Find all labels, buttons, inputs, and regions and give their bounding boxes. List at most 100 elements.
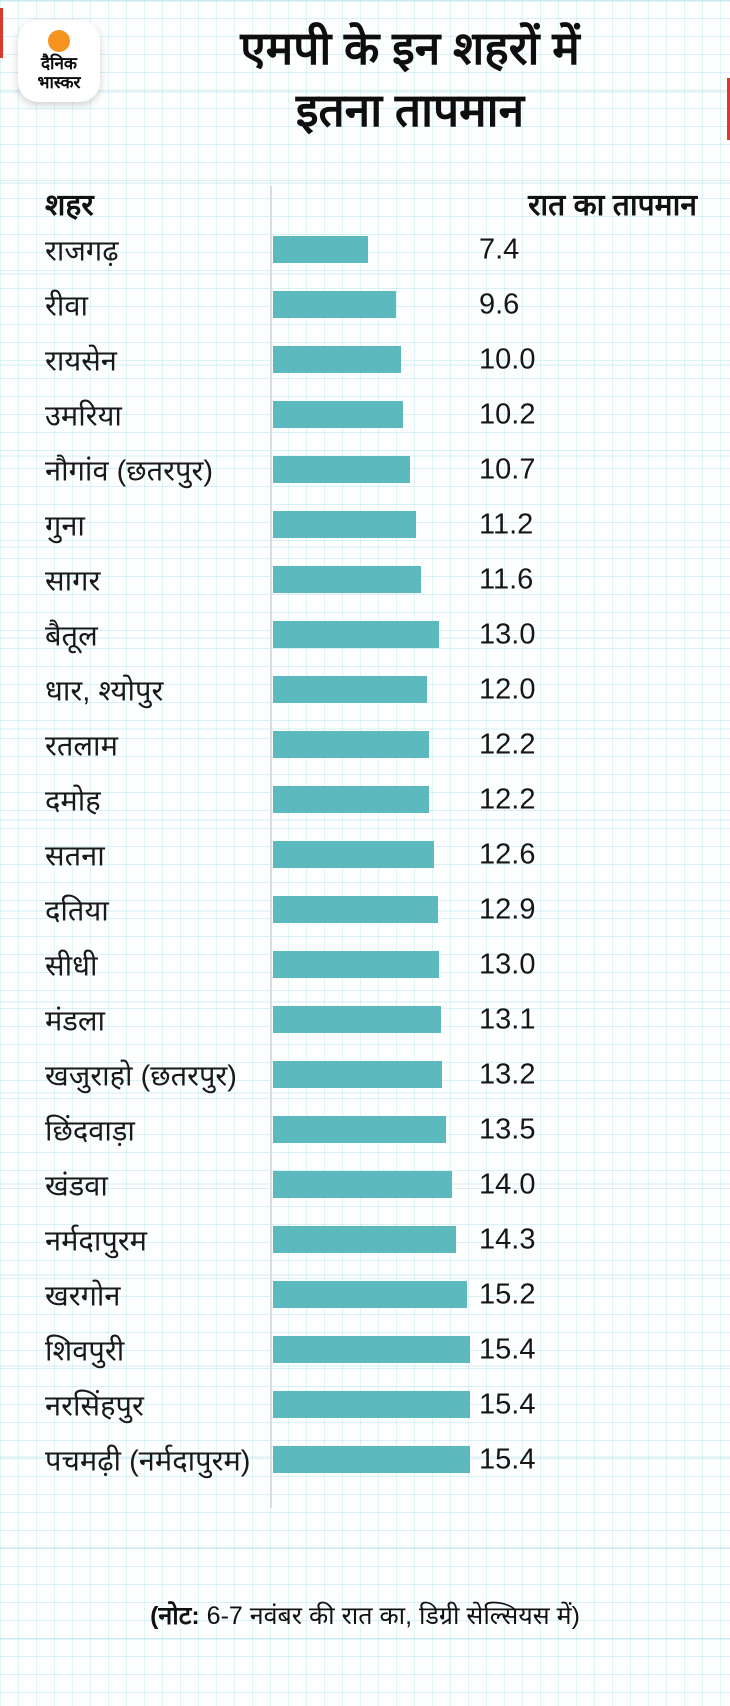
- table-row: बैतूल 13.0: [0, 607, 730, 662]
- temperature-value: 13.2: [479, 1058, 536, 1090]
- temperature-bar: [273, 1336, 470, 1363]
- city-label: सागर: [45, 565, 101, 597]
- temperature-bar: [273, 1446, 470, 1473]
- temperature-value: 10.0: [479, 343, 536, 375]
- city-label: सतना: [45, 840, 105, 872]
- temperature-bar: [273, 1061, 442, 1088]
- logo-sun-icon: [48, 30, 70, 53]
- page-title-line1: एमपी के इन शहरों में: [240, 22, 580, 74]
- temperature-bar: [273, 896, 438, 923]
- footnote-text: 6-7 नवंबर की रात का, डिग्री सेल्सियस में…: [199, 1602, 580, 1630]
- page-title: एमपी के इन शहरों में इतना तापमान: [108, 18, 712, 141]
- city-label: नौगांव (छतरपुर): [45, 455, 213, 487]
- temperature-value: 15.4: [479, 1443, 536, 1475]
- table-row: पचमढ़ी (नर्मदापुरम) 15.4: [0, 1432, 730, 1487]
- temperature-bar: [273, 456, 410, 483]
- temperature-bar: [273, 1391, 470, 1418]
- temperature-value: 15.4: [479, 1388, 536, 1420]
- city-label: दमोह: [45, 785, 101, 817]
- table-row: खजुराहो (छतरपुर) 13.2: [0, 1047, 730, 1102]
- city-label: गुना: [45, 510, 85, 542]
- temperature-bar: [273, 566, 421, 593]
- city-label: उमरिया: [45, 400, 122, 432]
- footnote: (नोट: 6-7 नवंबर की रात का, डिग्री सेल्सि…: [0, 1598, 730, 1632]
- temperature-value: 11.2: [479, 508, 534, 540]
- dainik-bhaskar-logo: दैनिक भास्कर: [18, 20, 100, 102]
- city-label: छिंदवाड़ा: [45, 1115, 135, 1147]
- temperature-value: 15.4: [479, 1333, 536, 1365]
- temperature-value: 14.3: [479, 1223, 536, 1255]
- temperature-value: 13.5: [479, 1113, 536, 1145]
- city-label: धार, श्योपुर: [45, 675, 164, 707]
- city-label: रीवा: [45, 290, 89, 322]
- temperature-value: 9.6: [479, 288, 520, 320]
- column-header-temperature: रात का तापमान: [528, 189, 697, 222]
- city-label: शिवपुरी: [45, 1335, 125, 1367]
- table-row: दतिया 12.9: [0, 882, 730, 937]
- city-label: बैतूल: [45, 620, 98, 652]
- table-row: धार, श्योपुर 12.0: [0, 662, 730, 717]
- city-label: नरसिंहपुर: [45, 1390, 144, 1422]
- temperature-value: 13.1: [479, 1003, 536, 1035]
- table-row: राजगढ़ 7.4: [0, 222, 730, 277]
- city-label: खजुराहो (छतरपुर): [45, 1060, 237, 1092]
- city-label: रायसेन: [45, 345, 117, 377]
- table-row: गुना 11.2: [0, 497, 730, 552]
- margin-rule-right: [727, 78, 730, 140]
- table-row: उमरिया 10.2: [0, 387, 730, 442]
- table-row: शिवपुरी 15.4: [0, 1322, 730, 1377]
- logo-text-line2: भास्कर: [37, 72, 81, 92]
- city-label: पचमढ़ी (नर्मदापुरम): [45, 1445, 251, 1477]
- table-row: रतलाम 12.2: [0, 717, 730, 772]
- temperature-value: 12.0: [479, 673, 536, 705]
- logo-text-line1: दैनिक: [41, 54, 77, 74]
- table-row: खंडवा 14.0: [0, 1157, 730, 1212]
- column-header-city: शहर: [45, 189, 94, 222]
- temperature-bar: [273, 1171, 452, 1198]
- temperature-bar: [273, 511, 416, 538]
- temperature-value: 10.2: [479, 398, 536, 430]
- city-label: खंडवा: [45, 1170, 108, 1202]
- temperature-bar: [273, 731, 429, 758]
- temperature-value: 12.2: [479, 728, 536, 760]
- temperature-value: 14.0: [479, 1168, 536, 1200]
- city-label: नर्मदापुरम: [45, 1225, 148, 1257]
- table-row: मंडला 13.1: [0, 992, 730, 1047]
- temperature-value: 12.6: [479, 838, 536, 870]
- table-row: नर्मदापुरम 14.3: [0, 1212, 730, 1267]
- temperature-bar: [273, 1006, 441, 1033]
- temperature-value: 11.6: [479, 563, 534, 595]
- temperature-bar: [273, 236, 368, 263]
- page-title-line2: इतना तापमान: [295, 83, 525, 136]
- temperature-bar: [273, 1116, 446, 1143]
- table-row: नौगांव (छतरपुर) 10.7: [0, 442, 730, 497]
- table-row: खरगोन 15.2: [0, 1267, 730, 1322]
- table-row: सागर 11.6: [0, 552, 730, 607]
- temperature-bar: [273, 291, 396, 318]
- temperature-bar: [273, 951, 439, 978]
- temperature-bar: [273, 1226, 456, 1253]
- temperature-bar: [273, 841, 434, 868]
- footnote-label: (नोट:: [150, 1602, 200, 1630]
- city-label: मंडला: [45, 1005, 106, 1037]
- table-row: दमोह 12.2: [0, 772, 730, 827]
- temperature-value: 10.7: [479, 453, 536, 485]
- city-label: खरगोन: [45, 1280, 121, 1312]
- table-row: रीवा 9.6: [0, 277, 730, 332]
- table-row: छिंदवाड़ा 13.5: [0, 1102, 730, 1157]
- temperature-value: 13.0: [479, 618, 536, 650]
- temperature-bar: [273, 786, 429, 813]
- temperature-value: 15.2: [479, 1278, 536, 1310]
- table-row: नरसिंहपुर 15.4: [0, 1377, 730, 1432]
- city-label: सीधी: [45, 950, 98, 982]
- temperature-bar: [273, 346, 401, 373]
- table-row: सीधी 13.0: [0, 937, 730, 992]
- temperature-bar: [273, 401, 403, 428]
- chart-axis-line: [270, 186, 272, 1508]
- table-row: सतना 12.6: [0, 827, 730, 882]
- temperature-bar: [273, 1281, 467, 1308]
- temperature-value: 13.0: [479, 948, 536, 980]
- city-label: दतिया: [45, 895, 109, 927]
- bar-chart-rows: राजगढ़ 7.4 रीवा 9.6 रायसेन 10.0 उमरिया 10.2 नौगा…: [0, 222, 730, 1487]
- temperature-value: 12.2: [479, 783, 536, 815]
